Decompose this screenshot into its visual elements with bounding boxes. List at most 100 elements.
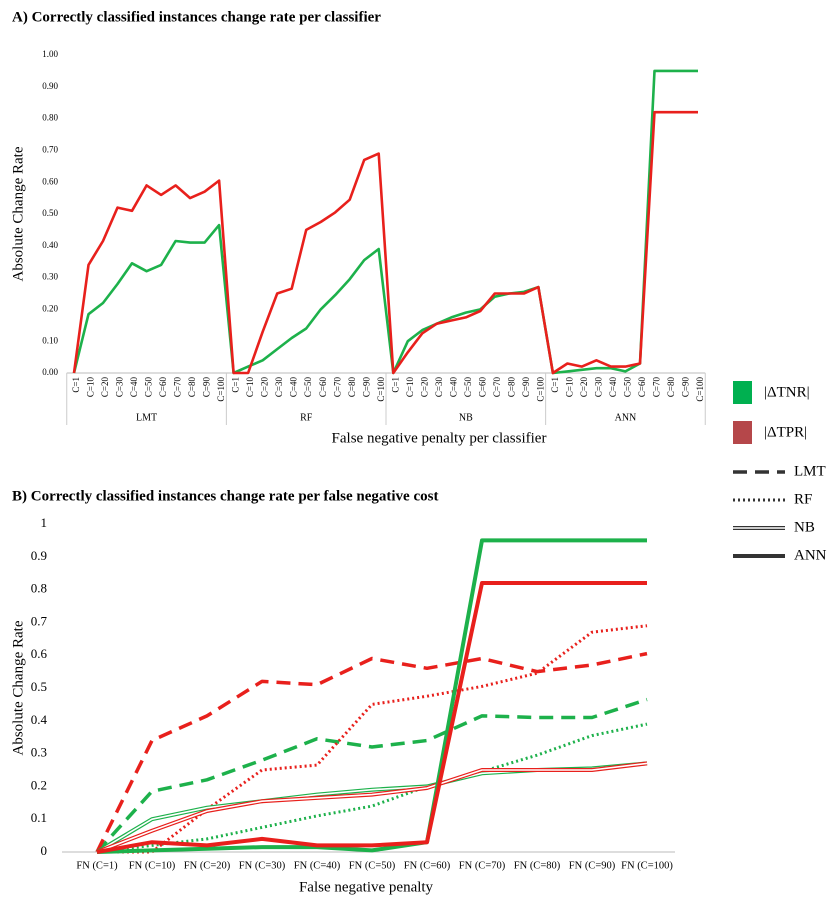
- x-tick-label: C=70: [332, 377, 342, 398]
- line: [96, 538, 647, 854]
- x-tick-label: C=1: [71, 377, 81, 393]
- y-tick-label: 0.3: [31, 745, 47, 760]
- x-axis-title: False negative penalty per classifier: [332, 430, 547, 446]
- line: [96, 762, 648, 853]
- y-tick-label: 0.5: [31, 679, 47, 694]
- x-tick-label: C=80: [666, 377, 676, 398]
- x-tick-label: C=70: [492, 377, 502, 398]
- line: [96, 761, 648, 854]
- x-tick-label: FN (C=40): [294, 860, 341, 871]
- line: [95, 697, 648, 854]
- x-tick-label: FN (C=50): [349, 860, 396, 871]
- x-tick-label: FN (C=60): [404, 860, 451, 871]
- x-tick-label: C=100: [695, 377, 705, 402]
- y-tick-label: 0.10: [42, 335, 58, 345]
- x-tick-label: FN (C=1): [76, 860, 118, 871]
- y-tick-label: 0: [41, 843, 48, 858]
- legend-label: |ΔTPR|: [764, 424, 807, 440]
- x-tick-label: C=100: [216, 377, 226, 402]
- y-tick-label: 0.7: [31, 613, 48, 628]
- x-tick-label: C=10: [245, 377, 255, 398]
- y-tick-label: 0.80: [42, 113, 58, 123]
- legend-label: LMT: [794, 463, 826, 479]
- line: [96, 762, 648, 853]
- line: [72, 69, 698, 375]
- y-tick-label: 0.00: [42, 367, 58, 377]
- group-label: RF: [300, 412, 313, 423]
- chart-title: B) Correctly classified instances change…: [12, 488, 438, 504]
- line: [72, 110, 698, 375]
- x-tick-label: C=1: [550, 377, 560, 393]
- legend-label: |ΔTNR|: [764, 384, 810, 400]
- x-tick-label: C=50: [623, 377, 633, 398]
- x-tick-label: C=60: [158, 377, 168, 398]
- group-label: ANN: [615, 412, 637, 423]
- x-tick-label: C=40: [608, 377, 618, 398]
- x-tick-label: FN (C=100): [621, 860, 673, 871]
- x-tick-label: FN (C=90): [569, 860, 616, 871]
- y-tick-label: 0.50: [42, 208, 58, 218]
- x-tick-label: C=60: [318, 377, 328, 398]
- x-tick-label: C=90: [681, 377, 691, 398]
- x-tick-label: C=20: [419, 377, 429, 398]
- x-tick-label: FN (C=20): [184, 860, 231, 871]
- x-tick-label: C=60: [477, 377, 487, 398]
- y-tick-label: 0.4: [31, 712, 48, 727]
- x-tick-label: C=50: [144, 377, 154, 398]
- x-tick-label: C=40: [129, 377, 139, 398]
- x-tick-label: C=10: [405, 377, 415, 398]
- x-tick-label: C=70: [173, 377, 183, 398]
- x-tick-label: C=90: [361, 377, 371, 398]
- y-axis-title: Absolute Change Rate: [10, 146, 26, 281]
- y-tick-label: 1: [41, 515, 48, 530]
- x-tick-label: C=1: [231, 377, 241, 393]
- legend-label: NB: [794, 519, 815, 535]
- x-tick-label: C=70: [652, 377, 662, 398]
- y-tick-label: 0.90: [42, 81, 58, 91]
- chart-title: A) Correctly classified instances change…: [12, 9, 381, 25]
- y-tick-label: 0.2: [31, 777, 47, 792]
- x-tick-label: C=100: [376, 377, 386, 402]
- group-label: NB: [459, 412, 473, 423]
- x-tick-label: FN (C=70): [459, 860, 506, 871]
- y-tick-label: 0.9: [31, 548, 47, 563]
- x-tick-label: C=30: [434, 377, 444, 398]
- x-tick-label: FN (C=80): [514, 860, 561, 871]
- legend-swatch: [733, 381, 752, 404]
- x-tick-label: C=80: [187, 377, 197, 398]
- y-tick-label: 0.20: [42, 303, 58, 313]
- x-tick-label: C=80: [506, 377, 516, 398]
- x-tick-label: C=20: [579, 377, 589, 398]
- x-tick-label: C=1: [390, 377, 400, 393]
- x-tick-label: C=60: [637, 377, 647, 398]
- y-tick-label: 0.8: [31, 581, 47, 596]
- x-tick-label: FN (C=30): [239, 860, 286, 871]
- y-tick-label: 0.1: [31, 810, 47, 825]
- y-tick-label: 0.60: [42, 176, 58, 186]
- group-label: LMT: [136, 412, 157, 423]
- x-tick-label: C=20: [260, 377, 270, 398]
- y-tick-label: 0.6: [31, 646, 48, 661]
- y-axis-title: Absolute Change Rate: [10, 620, 26, 755]
- line: [95, 651, 648, 853]
- x-axis-title: False negative penalty: [299, 879, 434, 895]
- x-tick-label: C=90: [202, 377, 212, 398]
- x-tick-label: C=40: [448, 377, 458, 398]
- y-tick-label: 0.70: [42, 144, 58, 154]
- x-tick-label: C=30: [593, 377, 603, 398]
- line: [97, 624, 648, 854]
- line: [96, 722, 648, 854]
- x-tick-label: C=30: [115, 377, 125, 398]
- legend-label: RF: [794, 491, 812, 507]
- y-tick-label: 0.30: [42, 272, 58, 282]
- x-tick-label: C=20: [100, 377, 110, 398]
- x-tick-label: C=50: [303, 377, 313, 398]
- x-tick-label: C=90: [521, 377, 531, 398]
- line: [96, 581, 647, 854]
- x-tick-label: C=50: [463, 377, 473, 398]
- x-tick-label: C=10: [564, 377, 574, 398]
- y-tick-label: 1.00: [42, 49, 58, 59]
- x-tick-label: FN (C=10): [129, 860, 176, 871]
- x-tick-label: C=30: [274, 377, 284, 398]
